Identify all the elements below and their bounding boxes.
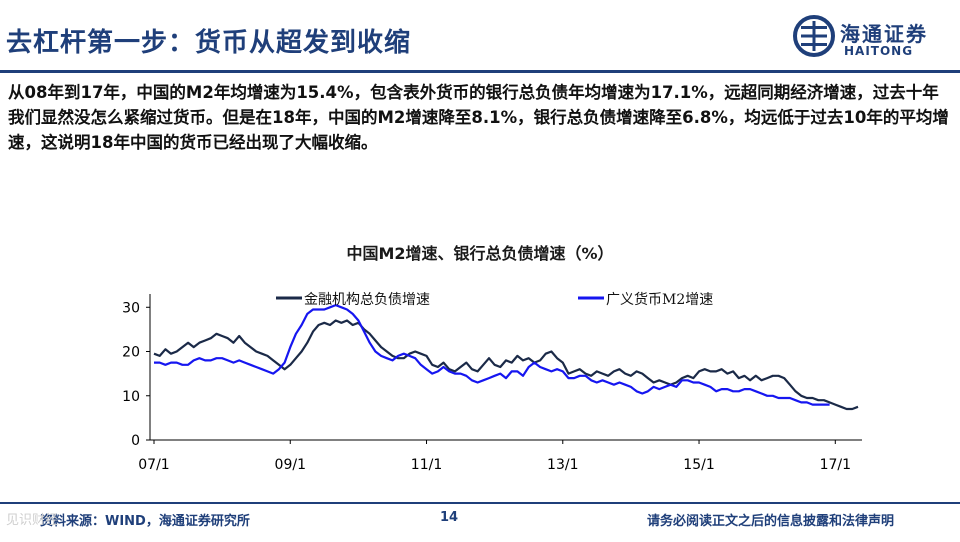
legend-label-m2: 广义货币M2增速 [606, 291, 713, 308]
haitong-logo-icon [793, 15, 835, 57]
slide-title: 去杠杆第一步：货币从超发到收缩 [6, 28, 412, 58]
x-tick-label: 07/1 [138, 457, 169, 473]
page-number: 14 [440, 510, 459, 525]
logo-english-name: HAITONG [844, 44, 914, 58]
logo-chinese-name: 海通证券 [840, 22, 928, 46]
chart-title: 中国M2增速、银行总负债增速（%） [346, 244, 614, 263]
series-line-m2 [154, 304, 830, 406]
x-tick-label: 13/1 [547, 457, 578, 473]
slide-header: 去杠杆第一步：货币从超发到收缩 海通证券 HAITONG [0, 0, 960, 70]
legend-label-bank-liabilities: 金融机构总负债增速 [304, 292, 430, 308]
x-tick-label: 17/1 [820, 457, 851, 473]
header-divider [0, 70, 960, 73]
y-tick-label: 0 [131, 433, 140, 449]
y-tick-label: 20 [122, 345, 140, 361]
footer-divider [0, 502, 960, 504]
x-tick-label: 15/1 [683, 457, 714, 473]
body-paragraph: 从08年到17年，中国的M2年均增速为15.4%，包含表外货币的银行总负债年均增… [8, 83, 949, 152]
x-tick-label: 11/1 [411, 457, 442, 473]
haitong-logo: 海通证券 HAITONG [792, 14, 942, 62]
footer-source: 资料来源：WIND，海通证券研究所 [40, 514, 250, 529]
series-line-bank-liabilities [153, 319, 859, 411]
x-tick-label: 09/1 [275, 457, 306, 473]
footer-disclaimer: 请务必阅读正文之后的信息披露和法律声明 [646, 514, 894, 529]
watermark: 见识财经 [6, 513, 59, 528]
y-tick-label: 10 [122, 389, 140, 405]
y-tick-label: 30 [122, 300, 140, 316]
